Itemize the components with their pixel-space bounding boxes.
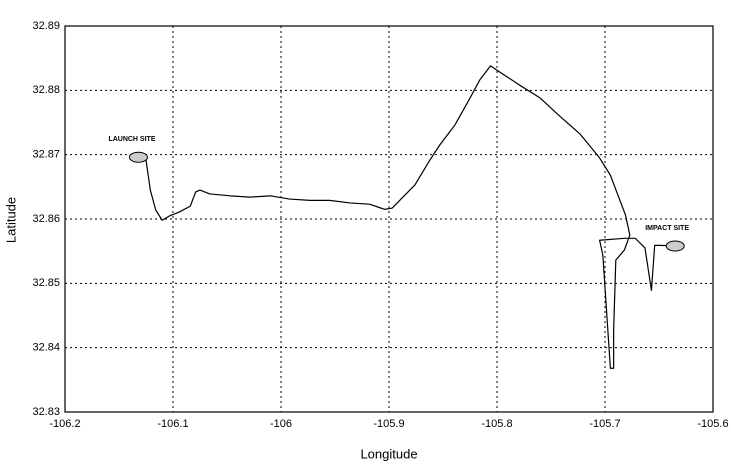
x-tick-label: -105.9 xyxy=(373,418,404,430)
y-tick-label: 32.89 xyxy=(32,20,60,32)
site-marker xyxy=(128,151,148,163)
plot-frame xyxy=(64,25,714,413)
x-axis-title: Longitude xyxy=(360,446,417,461)
x-tick-label: -105.7 xyxy=(589,418,620,430)
x-tick-label: -105.8 xyxy=(481,418,512,430)
x-tick-label: -105.6 xyxy=(697,418,728,430)
y-axis-title: Latitude xyxy=(3,197,18,243)
y-tick-label: 32.85 xyxy=(32,277,60,289)
annotation-label: LAUNCH SITE xyxy=(108,136,155,143)
y-tick-label: 32.86 xyxy=(32,213,60,225)
site-marker xyxy=(665,240,685,252)
x-tick-label: -106.1 xyxy=(157,418,188,430)
y-tick-label: 32.83 xyxy=(32,406,60,418)
y-tick-label: 32.87 xyxy=(32,149,60,161)
y-tick-label: 32.88 xyxy=(32,84,60,96)
trajectory-line xyxy=(145,65,676,369)
y-tick-label: 32.84 xyxy=(32,342,60,354)
x-tick-label: -106 xyxy=(270,418,292,430)
x-tick-label: -106.2 xyxy=(49,418,80,430)
annotation-label: IMPACT SITE xyxy=(645,225,689,232)
